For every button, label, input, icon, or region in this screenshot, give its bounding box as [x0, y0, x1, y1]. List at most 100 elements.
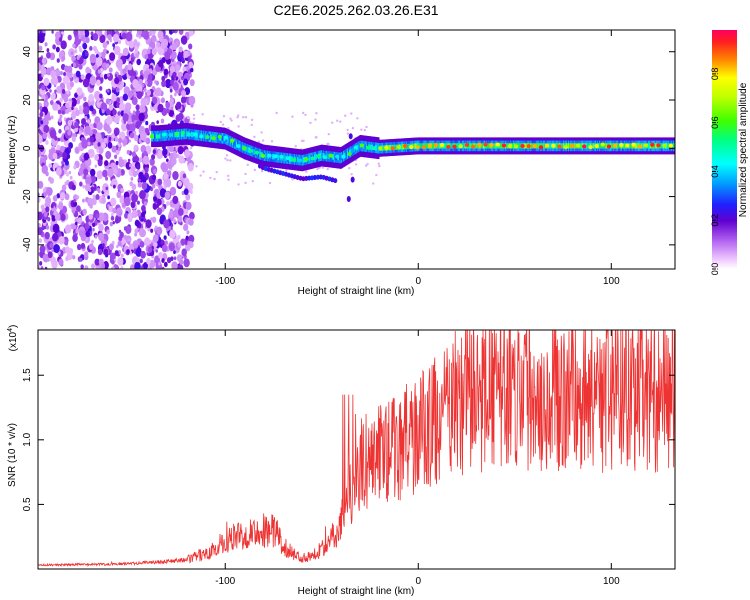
spectrogram-cell: [64, 224, 72, 234]
spectrogram-cell: [375, 173, 378, 177]
spectrogram-cell: [61, 55, 66, 61]
spectrogram-cell: [569, 144, 575, 149]
spectrogram-cell: [96, 79, 101, 86]
spectrogram-cell: [132, 110, 136, 115]
spectrogram-cell: [314, 136, 317, 139]
spectrogram-cell: [56, 144, 61, 152]
spectrogram-cell: [83, 152, 89, 161]
spectrogram-cell: [43, 100, 49, 108]
spectrogram-cell: [321, 166, 325, 169]
spectrogram-cell: [102, 183, 109, 193]
spectrogram-cell: [169, 41, 173, 46]
spectrogram-cell: [135, 120, 141, 129]
spectrogram-cell: [87, 141, 91, 146]
spectrogram-cell: [115, 87, 120, 93]
spectrogram-cell: [164, 78, 172, 89]
spectrogram-cell: [66, 90, 70, 95]
spectrogram-cell: [117, 137, 123, 144]
spectrogram-cell: [275, 111, 278, 115]
spectrogram-cell: [62, 152, 68, 159]
spectrogram-cell: [81, 118, 86, 125]
spectrogram-cell: [149, 134, 155, 139]
spectrogram-cell: [176, 264, 184, 269]
spectrogram-cell: [52, 102, 59, 111]
spectrogram-cell: [60, 40, 67, 50]
spectrogram-cell: [110, 178, 118, 188]
spectrogram-cell: [76, 243, 82, 251]
spectrogram-cell: [78, 45, 82, 50]
spectrogram-cell: [285, 169, 288, 172]
spectrogram-cell: [180, 35, 188, 45]
spectrogram-cell: [301, 176, 306, 182]
spectrogram-cell: [94, 154, 100, 161]
spectrogram-cell: [60, 213, 66, 222]
spectrogram-cell: [118, 115, 121, 119]
spectrogram-cell: [120, 169, 125, 175]
spectrogram-cell: [74, 49, 78, 54]
spectrogram-cell: [227, 126, 230, 130]
spectrogram-cell: [557, 144, 562, 149]
spectrogram-cell: [90, 142, 94, 146]
spectrogram-cell: [146, 89, 152, 96]
spectrogram-cell: [187, 182, 194, 191]
spectrogram-cell: [75, 221, 78, 226]
spectrogram-cell: [144, 166, 149, 173]
spectrogram-cell: [309, 121, 312, 125]
spectrogram-cell: [64, 246, 71, 254]
spectrogram-cell: [57, 109, 62, 115]
spectrogram-cell: [326, 167, 329, 171]
spectrogram-cell: [56, 58, 60, 63]
spectrogram-cell: [108, 67, 113, 73]
spectrogram-cell: [291, 178, 294, 181]
spectrogram-cell: [89, 168, 96, 177]
spectrogram-cell: [110, 197, 117, 207]
spectrogram-cell: [39, 106, 43, 110]
spectrogram-cell: [250, 123, 253, 127]
spectrogram-cell: [45, 196, 52, 206]
spectrogram-cell: [127, 63, 133, 71]
spectrogram-cell: [156, 198, 162, 206]
spectrogram-cell: [192, 121, 195, 125]
spectrogram-cell: [377, 162, 380, 165]
spectrogram-cell: [76, 98, 81, 105]
spectrogram-cell: [563, 145, 568, 150]
spectrogram-cell: [38, 196, 41, 203]
spectrogram-cell: [433, 142, 439, 147]
spectrogram-cell: [97, 159, 103, 167]
spectrogram-cell: [162, 132, 167, 137]
spectrogram-cell: [146, 257, 151, 265]
spectrogram-cell: [236, 144, 241, 149]
spectrogram-cell: [359, 143, 365, 148]
spectrogram-cell: [63, 239, 68, 245]
spectrogram-cell: [328, 153, 334, 158]
spectrogram-cell: [103, 137, 108, 144]
spectrogram-cell: [42, 132, 48, 139]
spectrogram-cell: [44, 266, 48, 269]
spectrogram-cell: [110, 215, 115, 221]
spectrogram-cell: [185, 193, 191, 201]
spectrogram-cell: [662, 143, 667, 148]
spectrogram-cell: [180, 238, 186, 246]
spectrogram-cell: [152, 203, 158, 210]
top-x-tick-label: 0: [415, 276, 421, 287]
spectrogram-cell: [93, 90, 101, 101]
spectrogram-cell: [96, 148, 100, 153]
spectrogram-cell: [165, 101, 171, 109]
spectrogram-cell: [52, 232, 59, 242]
spectrogram-cell: [91, 263, 95, 269]
spectrogram-cell: [78, 64, 83, 70]
spectrogram-cell: [97, 142, 101, 147]
spectrogram-cell: [631, 142, 636, 147]
spectrogram-cell: [143, 150, 147, 156]
spectrogram-cell: [172, 71, 177, 79]
spectrogram-cell: [182, 173, 187, 179]
spectrogram-cell: [106, 229, 110, 235]
spectrogram-cell: [131, 193, 139, 203]
spectrogram-cell: [170, 50, 177, 60]
spectrogram-cell: [341, 154, 346, 159]
spectrogram-cell: [346, 128, 349, 132]
spectrogram-cell: [76, 195, 80, 200]
spectrogram-cell: [151, 174, 157, 181]
spectrogram-cell: [237, 125, 240, 128]
spectrogram-cell: [73, 198, 76, 203]
